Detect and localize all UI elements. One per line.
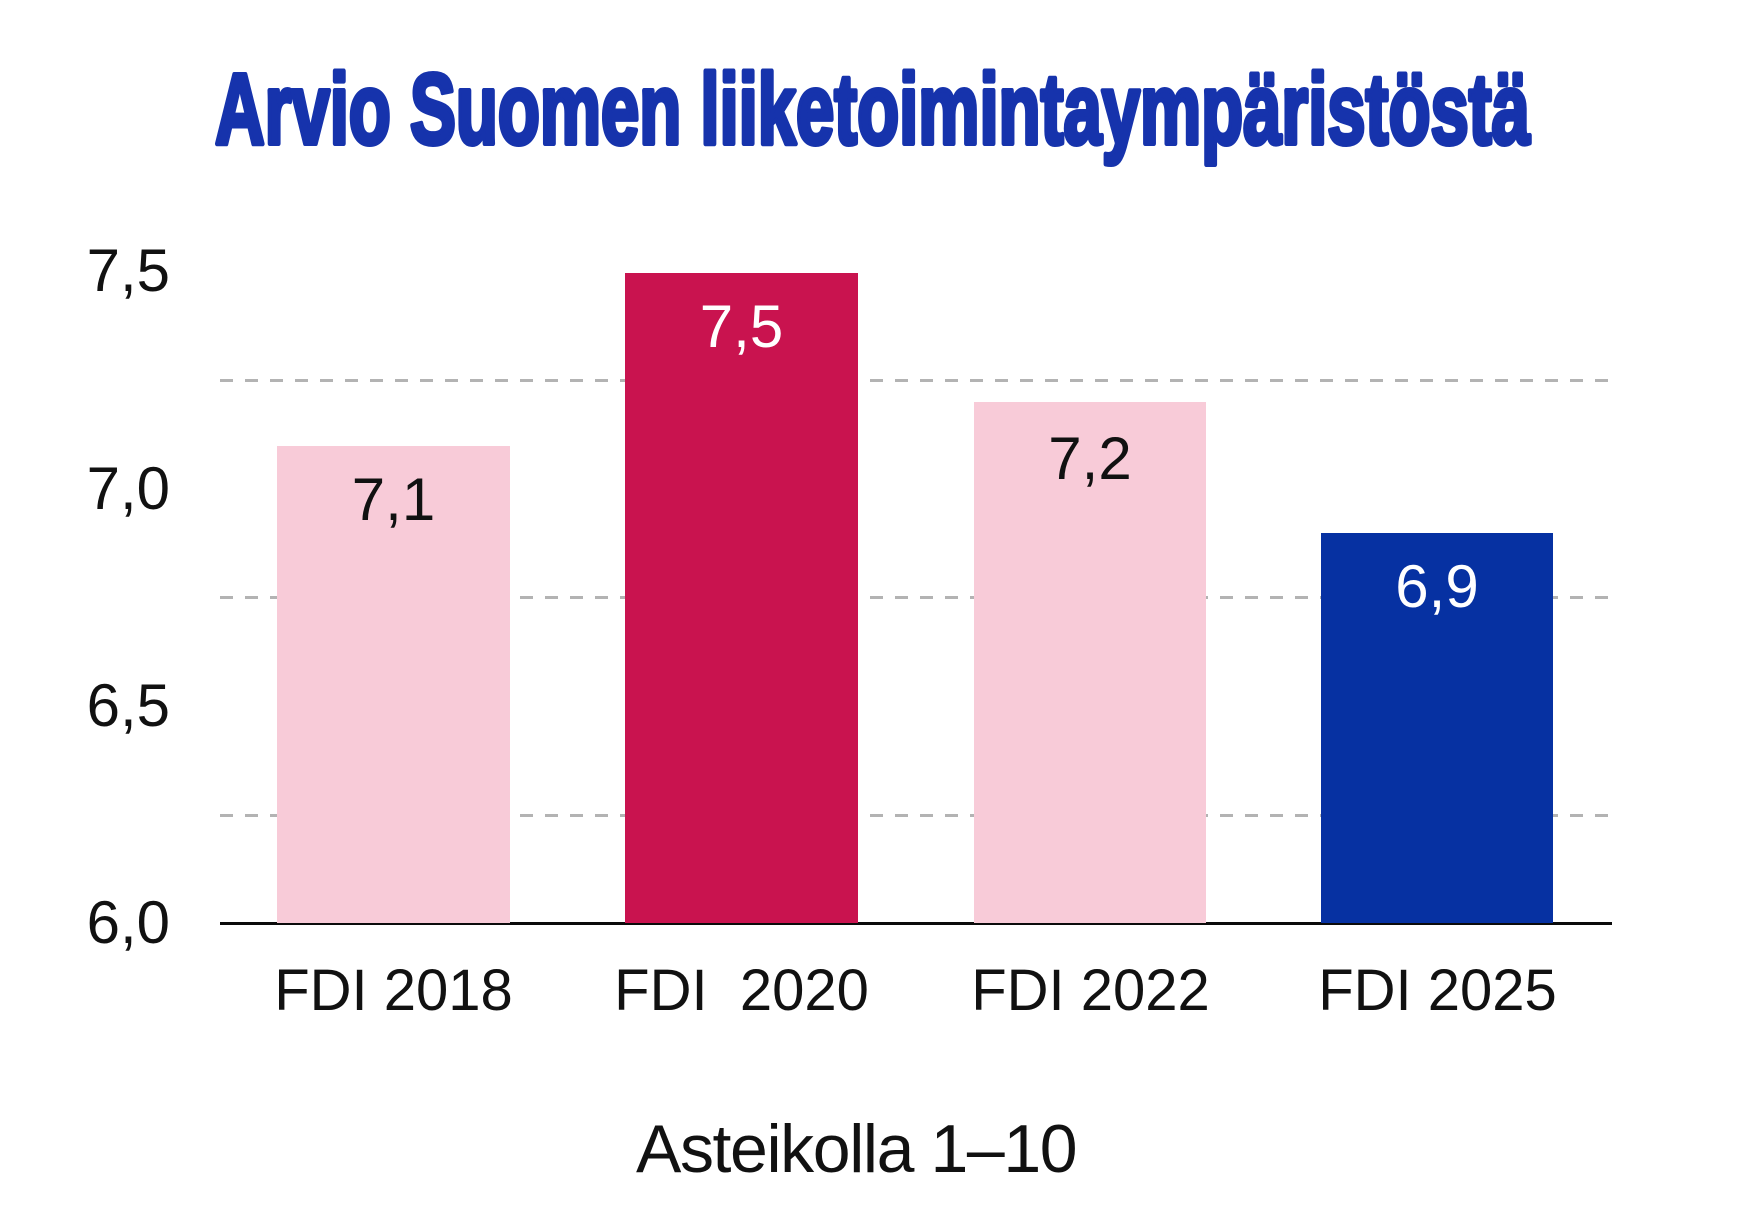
svg-text:Arvio Suomen liiketoimintaympä: Arvio Suomen liiketoimintaympäristöstä bbox=[215, 54, 1530, 166]
